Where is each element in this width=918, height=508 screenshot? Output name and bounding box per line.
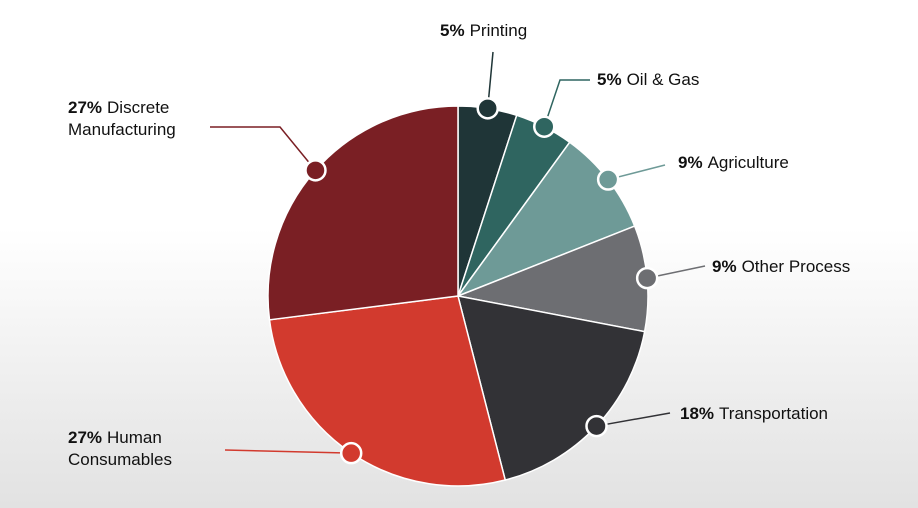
leader-dot [635, 266, 659, 290]
leader-line [210, 126, 317, 171]
slice-label: 9% Agriculture [678, 152, 789, 174]
leader-dot [339, 441, 363, 465]
slice-label: 18% Transportation [680, 403, 828, 425]
leader-dot [476, 97, 499, 120]
category-label: Human Consumables [68, 428, 172, 469]
leader-line [543, 79, 590, 127]
slice-label: 27% Discrete Manufacturing [68, 97, 218, 141]
slice-label: 5% Oil & Gas [597, 69, 699, 91]
value-label: 9% [678, 153, 703, 172]
slice-label: 27% Human Consumables [68, 427, 218, 471]
value-label: 9% [712, 257, 737, 276]
value-label: 5% [440, 21, 465, 40]
category-label: Other Process [741, 257, 851, 276]
category-label: Printing [469, 21, 528, 40]
category-label: Oil & Gas [626, 70, 700, 89]
slice-label: 5% Printing [440, 20, 527, 42]
category-label: Agriculture [707, 153, 789, 172]
category-label: Discrete Manufacturing [68, 98, 176, 139]
value-label: 18% [680, 404, 715, 423]
slice-label: 9% Other Process [712, 256, 850, 278]
leader-dot [304, 159, 327, 182]
value-label: 5% [597, 70, 622, 89]
leader-dot [533, 115, 556, 138]
leader-dot [585, 414, 608, 438]
category-label: Transportation [719, 404, 829, 423]
pie-slice [267, 105, 459, 321]
leader-dot [596, 168, 620, 191]
leader-line [224, 449, 352, 454]
value-label: 27% [68, 98, 103, 117]
leader-line [596, 412, 671, 427]
value-label: 27% [68, 428, 103, 447]
